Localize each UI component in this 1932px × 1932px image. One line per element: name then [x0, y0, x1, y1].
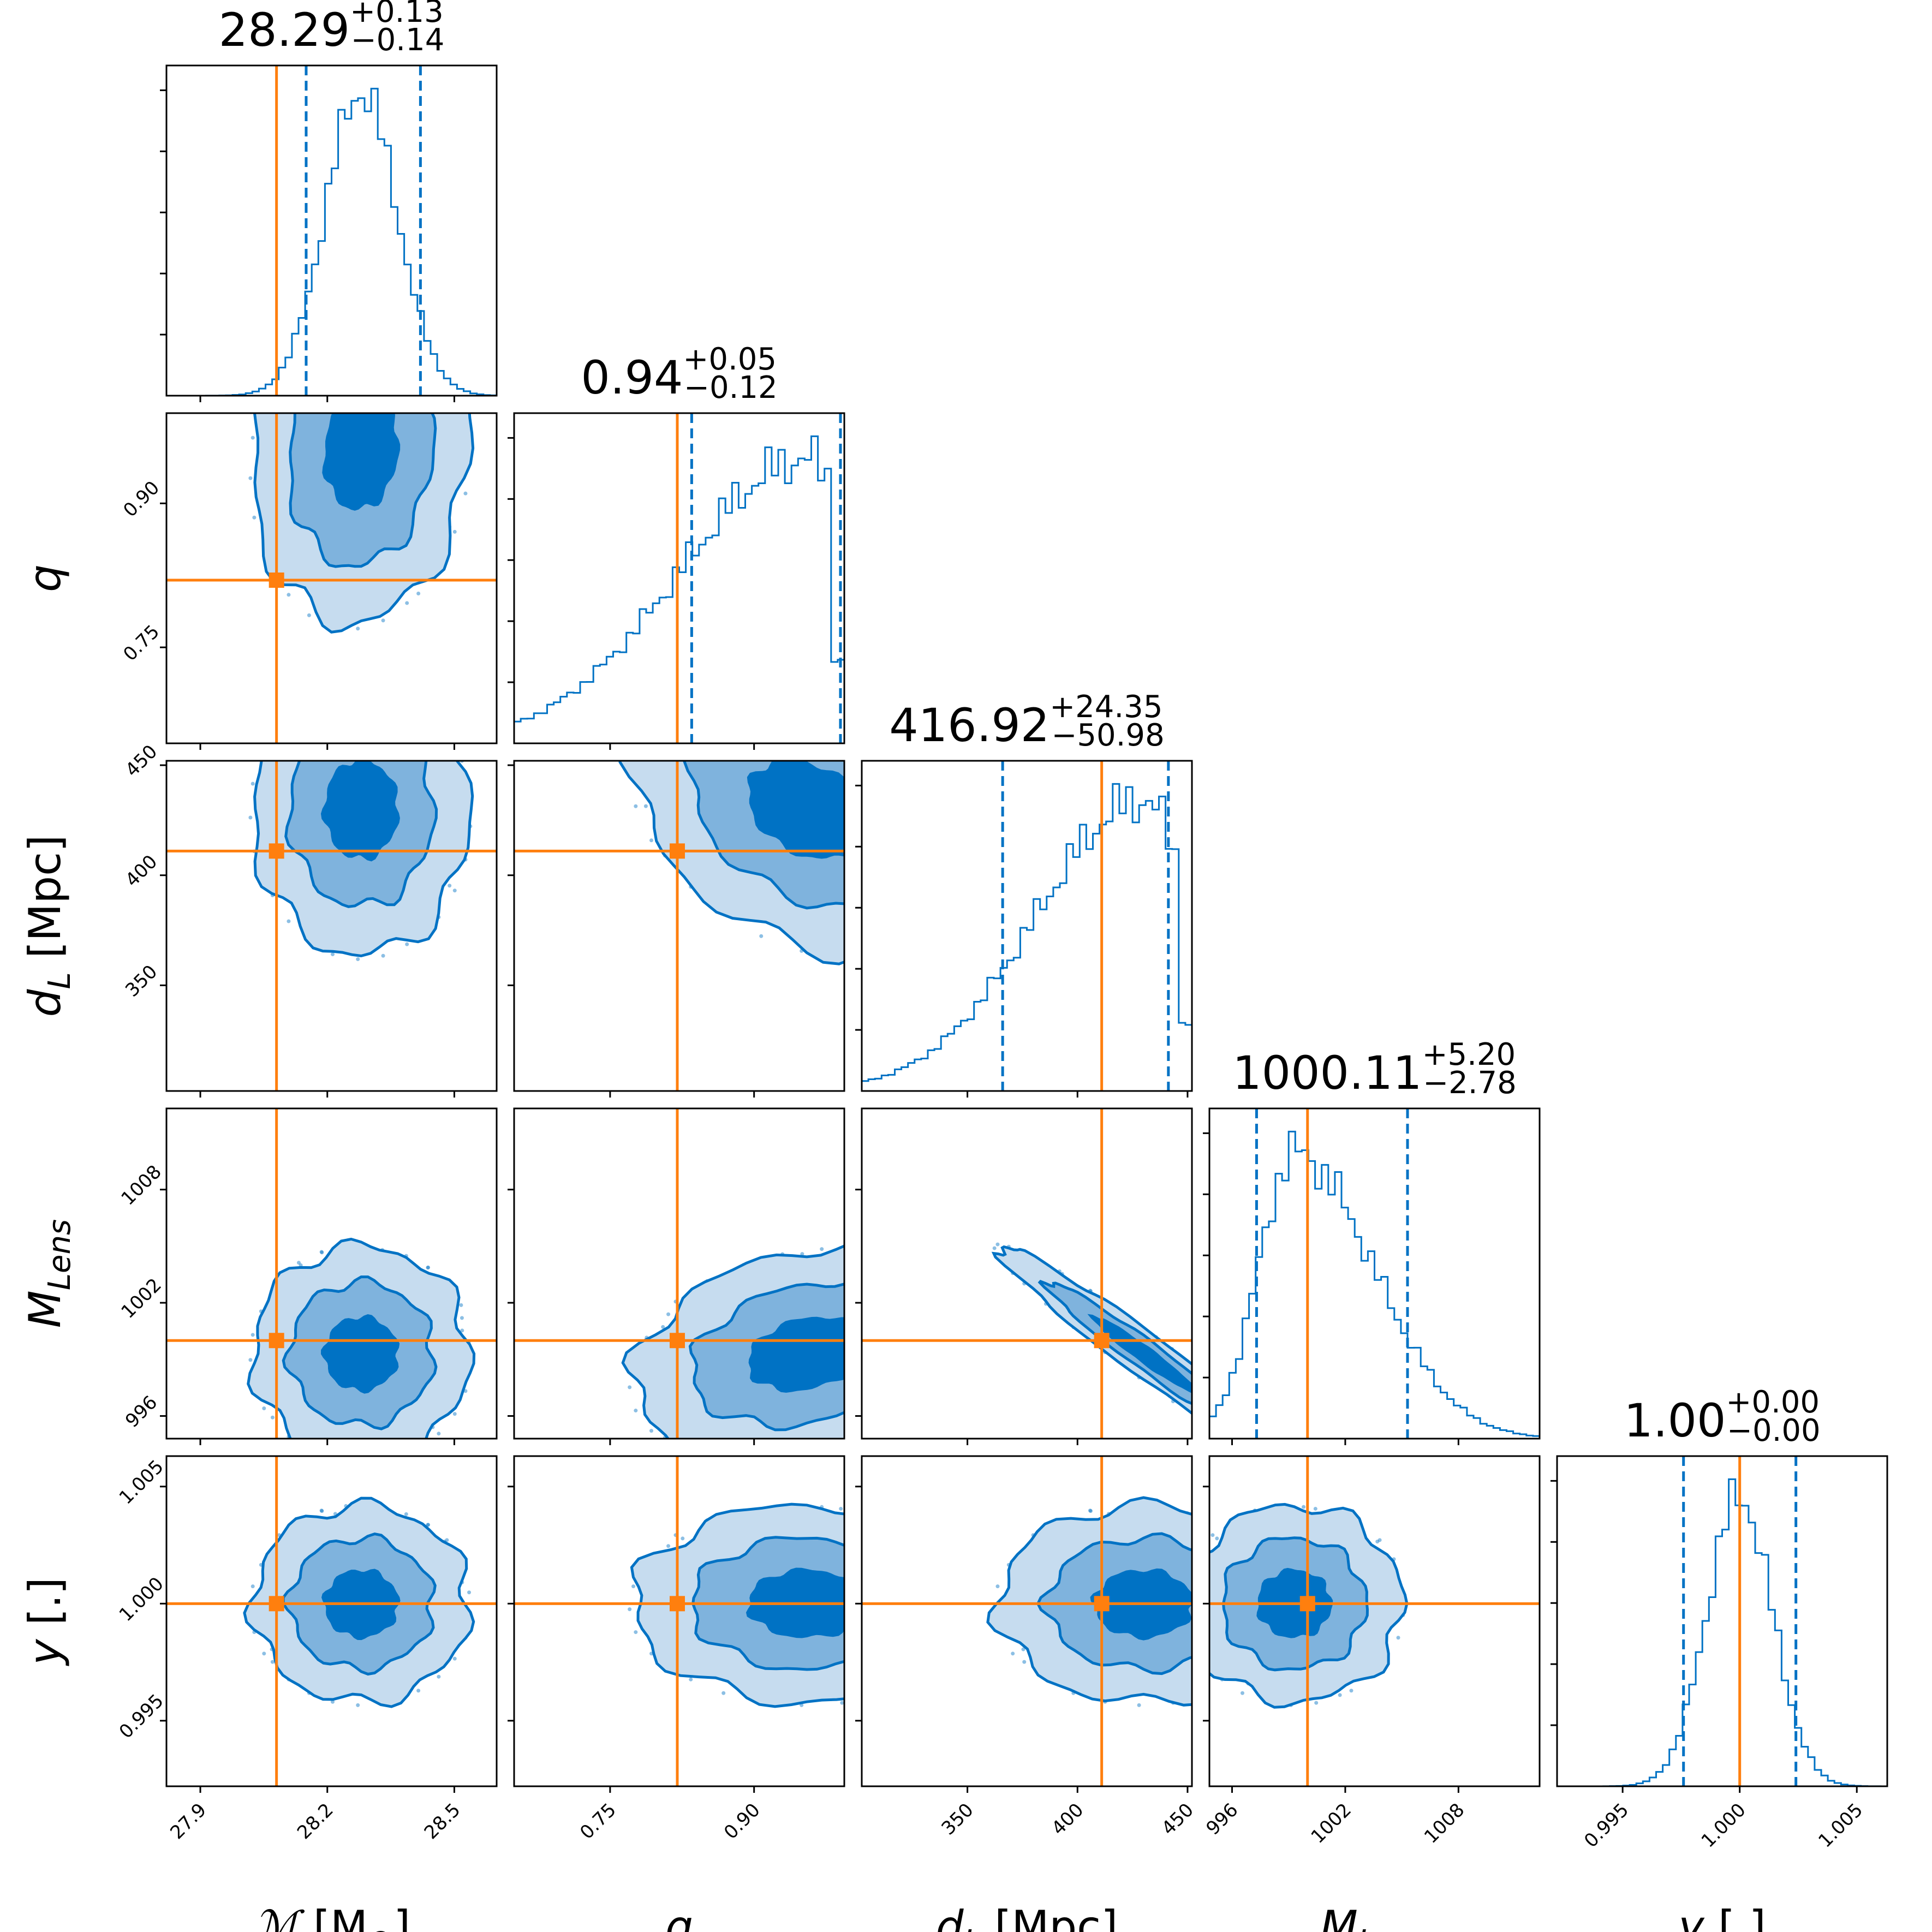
posterior-title-q: 0.94+0.05 −0.12	[581, 342, 777, 406]
x-tick-Mc: 27.9	[166, 1799, 211, 1844]
y-axis-label-y: y [.]	[20, 1577, 70, 1666]
histogram-q	[513, 435, 845, 743]
x-axis-label-y: y [.]	[1677, 1901, 1766, 1932]
y-axis-label-q: q	[20, 564, 70, 592]
scatter-panel-MLens-y	[1208, 1455, 1541, 1787]
y-tick-y: 1.005	[115, 1456, 168, 1508]
x-tick-Mc: 28.5	[420, 1799, 465, 1844]
scatter-panel-q-MLens	[513, 1107, 845, 1440]
y-tick-dL: 350	[121, 961, 162, 1001]
truth-marker-dL-y	[1094, 1596, 1110, 1612]
contour-Mc-MLens-2	[320, 1314, 400, 1394]
truth-marker-q-MLens	[669, 1333, 685, 1349]
truth-marker-MLens-y	[1299, 1596, 1315, 1612]
y-tick-y: 0.995	[115, 1690, 168, 1743]
x-tick-MLens: 1002	[1307, 1799, 1356, 1847]
truth-marker-q-dL	[669, 843, 685, 859]
x-tick-MLens: 996	[1202, 1799, 1242, 1839]
x-axis-label-dL: dL [Mpc]	[936, 1901, 1118, 1932]
histogram-MLens	[1208, 1130, 1541, 1439]
x-axis-label-q: q	[665, 1901, 693, 1932]
histogram-panel-dL: 416.92+24.35 −50.98	[855, 689, 1193, 1092]
title-median: 416.92	[889, 699, 1050, 752]
scatter-panel-dL-MLens	[861, 1107, 1193, 1440]
y-tick-MLens: 1002	[117, 1274, 165, 1323]
posterior-title-y: 1.00+0.00 −0.00	[1624, 1385, 1820, 1448]
x-tick-dL: 450	[1158, 1799, 1198, 1839]
scatter-panel-Mc-q	[165, 412, 498, 744]
y-axis-label-dL: dL [Mpc]	[20, 835, 77, 1017]
histogram-panel-Mc: 28.29+0.13 −0.14	[160, 0, 498, 397]
y-tick-y: 1.000	[115, 1573, 168, 1626]
posterior-title-Mc: 28.29+0.13 −0.14	[219, 0, 445, 58]
x-tick-MLens: 1008	[1420, 1799, 1469, 1847]
x-tick-Mc: 28.2	[293, 1799, 338, 1844]
y-tick-MLens: 996	[121, 1392, 162, 1432]
title-median: 1000.11	[1232, 1046, 1422, 1100]
truth-marker-q-y	[669, 1596, 685, 1612]
contour-Mc-q-2	[322, 413, 401, 511]
y-axis-label-MLens: MLens	[20, 1219, 77, 1328]
y-tick-dL: 400	[121, 851, 162, 891]
x-axis-label-Mc: ℳ [M⊙]	[253, 1901, 410, 1932]
histogram-panel-MLens: 1000.11+5.20 −2.78	[1203, 1037, 1541, 1440]
scatter-panel-Mc-dL	[165, 760, 498, 1092]
x-tick-y: 0.995	[1580, 1799, 1633, 1852]
posterior-title-dL: 416.92+24.35 −50.98	[889, 689, 1164, 753]
x-tick-dL: 350	[938, 1799, 978, 1839]
x-tick-q: 0.75	[576, 1799, 621, 1844]
truth-marker-dL-MLens	[1094, 1333, 1110, 1349]
contour-q-dL-2	[747, 761, 844, 859]
title-median: 28.29	[219, 3, 350, 57]
y-tick-q: 0.90	[119, 477, 164, 522]
x-tick-q: 0.90	[720, 1799, 765, 1844]
y-tick-MLens: 1008	[117, 1161, 165, 1209]
scatter-panel-dL-y	[861, 1455, 1193, 1787]
scatter-panel-Mc-MLens	[165, 1107, 498, 1440]
histogram-panel-q: 0.94+0.05 −0.12	[508, 342, 845, 744]
title-median: 1.00	[1624, 1394, 1726, 1447]
scatter-panel-q-y	[513, 1455, 845, 1787]
scatter-panel-q-dL	[513, 760, 845, 1092]
histogram-panel-y: 1.00+0.00 −0.00	[1551, 1385, 1888, 1787]
x-axis-label-MLens: MLens	[1320, 1901, 1429, 1932]
contour-q-MLens-2	[748, 1316, 844, 1393]
x-tick-y: 1.000	[1697, 1799, 1750, 1852]
y-tick-dL: 450	[121, 741, 162, 781]
truth-marker-Mc-dL	[269, 843, 284, 859]
truth-marker-Mc-MLens	[269, 1333, 284, 1349]
posterior-title-MLens: 1000.11+5.20 −2.78	[1232, 1037, 1517, 1101]
scatter-panel-Mc-y	[165, 1455, 498, 1787]
x-tick-dL: 400	[1047, 1799, 1088, 1839]
title-median: 0.94	[581, 351, 683, 404]
y-tick-q: 0.75	[119, 621, 164, 665]
contour-dL-MLens-2	[1087, 1314, 1192, 1393]
truth-marker-Mc-q	[269, 573, 284, 588]
histogram-dL	[861, 783, 1193, 1091]
x-tick-y: 1.005	[1814, 1799, 1867, 1852]
truth-marker-Mc-y	[269, 1596, 284, 1612]
